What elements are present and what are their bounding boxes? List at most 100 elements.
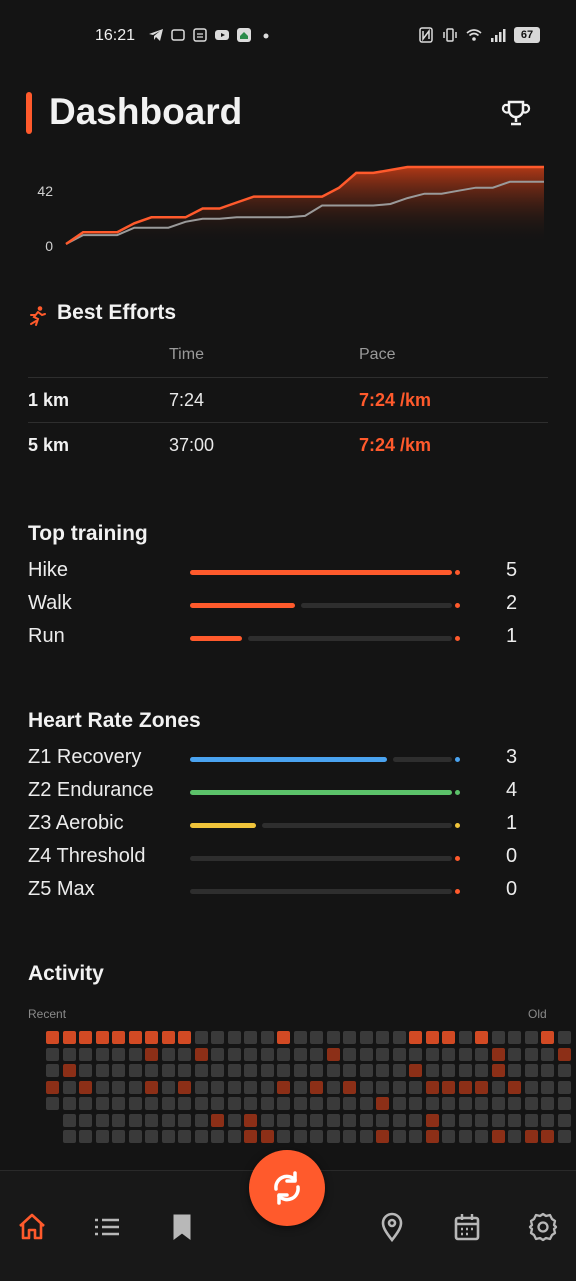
wifi-icon (466, 29, 482, 41)
activity-day-cell (260, 1064, 274, 1077)
activity-day-cell (260, 1031, 274, 1044)
sync-button[interactable] (249, 1150, 325, 1226)
activity-day-cell (95, 1080, 109, 1094)
notification-icons (148, 27, 274, 43)
activity-day-cell (508, 1080, 521, 1094)
activity-day-cell (79, 1031, 92, 1044)
home-icon[interactable] (16, 1211, 48, 1243)
activity-day-cell (128, 1064, 142, 1077)
zone-label: Z1 Recovery (28, 746, 142, 768)
youtube-icon (215, 30, 229, 40)
trophy-icon[interactable] (500, 97, 532, 129)
activity-day-cell (194, 1064, 208, 1077)
activity-day-cell (46, 1047, 59, 1061)
activity-day-cell (458, 1130, 472, 1143)
activity-day-cell (178, 1047, 191, 1061)
vibrate-icon (443, 28, 457, 42)
activity-day-cell (458, 1064, 472, 1077)
training-bar (190, 570, 460, 575)
activity-day-cell (541, 1064, 554, 1077)
bar-fill (190, 757, 387, 762)
system-icons: 67 (418, 27, 540, 43)
activity-day-cell (293, 1047, 307, 1061)
activity-day-cell (508, 1097, 521, 1110)
activity-day-cell (326, 1080, 340, 1094)
activity-day-cell (475, 1080, 488, 1094)
settings-gear-icon[interactable] (527, 1211, 559, 1243)
status-time: 16:21 (95, 27, 136, 44)
activity-day-cell (475, 1031, 488, 1044)
activity-day-cell (46, 1097, 59, 1110)
activity-day-cell (145, 1047, 158, 1061)
telegram-icon (149, 29, 163, 41)
list-icon[interactable] (91, 1211, 123, 1243)
zone-row: Z2 Endurance 4 (28, 777, 528, 807)
activity-day-cell (491, 1097, 505, 1110)
running-icon (30, 306, 46, 326)
activity-day-cell (359, 1047, 373, 1061)
activity-day-cell (227, 1130, 241, 1143)
location-pin-icon[interactable] (376, 1211, 408, 1243)
effort-pace: 7:24 /km (359, 435, 432, 455)
effort-distance: 1 km (28, 390, 70, 410)
page-title: Dashboard (49, 91, 243, 132)
activity-day-cell (376, 1064, 389, 1077)
activity-day-cell (244, 1097, 257, 1110)
activity-day-cell (326, 1047, 340, 1061)
activity-day-cell (46, 1064, 59, 1077)
bookmark-icon[interactable] (166, 1211, 198, 1243)
activity-day-cell (293, 1064, 307, 1077)
activity-day-cell (194, 1047, 208, 1061)
activity-day-cell (46, 1031, 59, 1044)
activity-day-cell (128, 1031, 142, 1044)
training-bar (190, 636, 460, 641)
more-notifications-icon (263, 33, 269, 39)
activity-day-cell (359, 1031, 373, 1044)
recent-label: Recent (28, 1007, 67, 1021)
activity-day-cell (277, 1080, 290, 1094)
activity-day-cell (409, 1097, 422, 1110)
app-icon (171, 29, 185, 41)
old-label: Old (528, 1007, 547, 1021)
activity-day-cell (475, 1047, 488, 1061)
activity-day-cell (79, 1080, 92, 1094)
activity-day-cell (128, 1080, 142, 1094)
zone-bar (190, 823, 460, 828)
activity-day-cell (145, 1130, 158, 1143)
zone-label: Z5 Max (28, 878, 95, 900)
activity-day-cell (491, 1047, 505, 1061)
activity-day-cell (442, 1130, 455, 1143)
activity-day-cell (277, 1097, 290, 1110)
activity-day-cell (277, 1047, 290, 1061)
progress-chart: 42 0 (37, 165, 544, 254)
activity-day-cell (376, 1031, 389, 1044)
calendar-icon[interactable] (451, 1211, 483, 1243)
bar-end-dot (455, 823, 460, 828)
training-row: Walk 2 (28, 590, 528, 620)
bar-fill (190, 603, 295, 608)
activity-day-cell (112, 1097, 125, 1110)
activity-day-cell (310, 1064, 323, 1077)
zone-count: 3 (506, 746, 518, 768)
battery-indicator: 67 (514, 27, 540, 43)
activity-day-cell (178, 1064, 191, 1077)
activity-day-cell (458, 1080, 472, 1094)
activity-day-cell (508, 1113, 521, 1127)
activity-day-cell (161, 1064, 175, 1077)
activity-day-cell (145, 1031, 158, 1044)
activity-day-cell (541, 1113, 554, 1127)
activity-day-cell (277, 1130, 290, 1143)
activity-day-cell (541, 1047, 554, 1061)
activity-day-cell (62, 1130, 76, 1143)
activity-day-cell (62, 1113, 76, 1127)
activity-day-cell (161, 1047, 175, 1061)
activity-day-cell (227, 1080, 241, 1094)
activity-day-cell (343, 1097, 356, 1110)
activity-day-cell (458, 1113, 472, 1127)
top-training-title: Top training (28, 522, 148, 545)
activity-day-cell (161, 1113, 175, 1127)
activity-day-cell (95, 1130, 109, 1143)
activity-day-cell (491, 1064, 505, 1077)
activity-day-cell (557, 1130, 571, 1143)
activity-day-cell (343, 1080, 356, 1094)
